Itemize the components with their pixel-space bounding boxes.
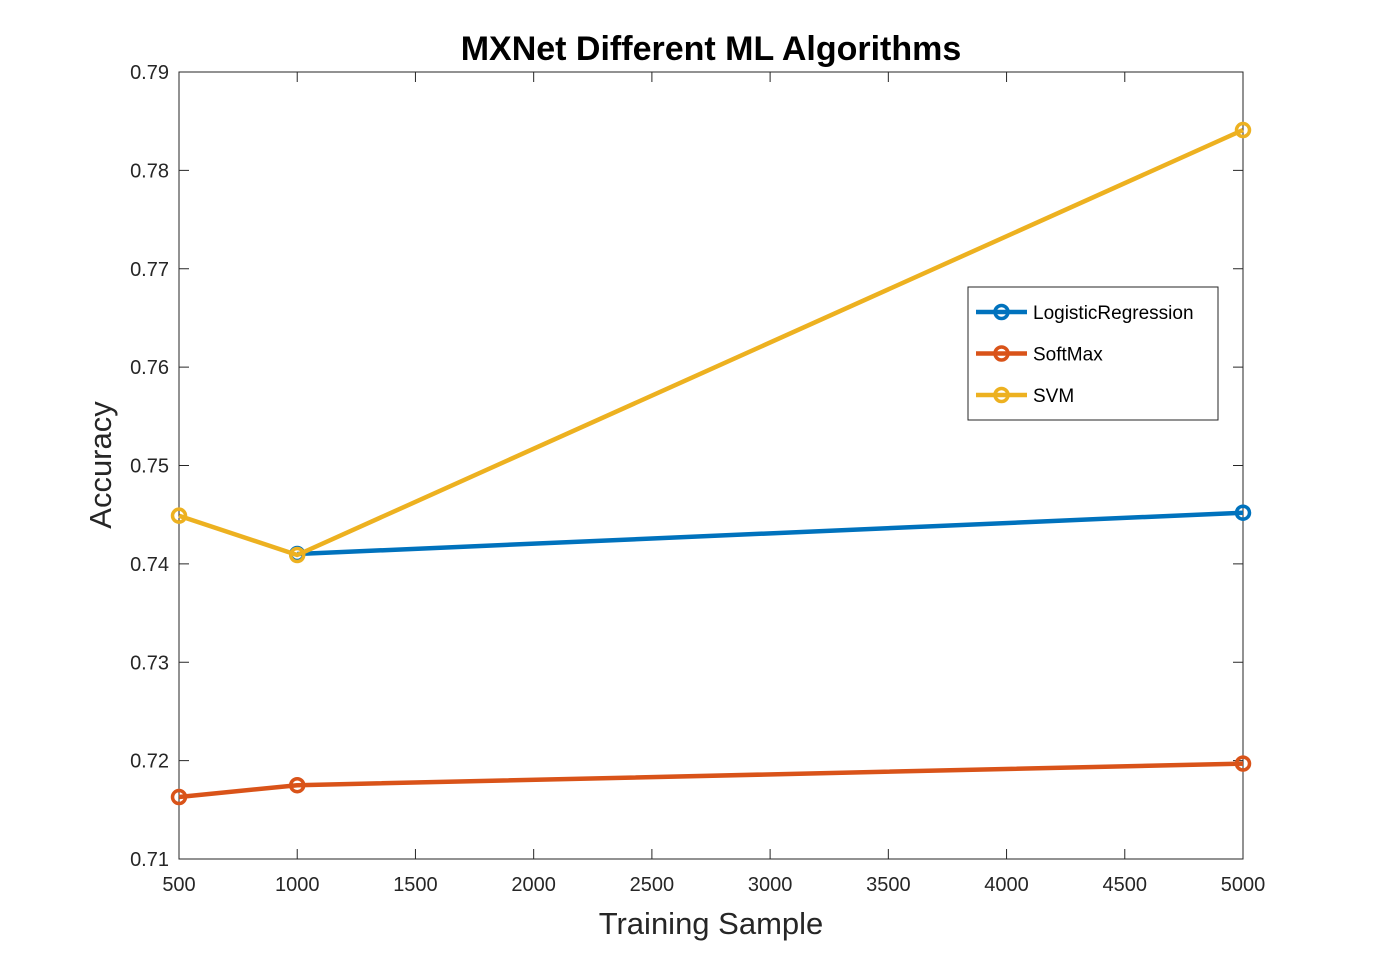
x-tick-label: 1000: [275, 874, 320, 896]
x-tick-label: 4000: [984, 874, 1029, 896]
x-tick-label: 2000: [511, 874, 556, 896]
legend-items: LogisticRegression SoftMax SVM: [976, 303, 1194, 407]
y-tick-label: 0.73: [130, 652, 169, 674]
x-tick-label: 3500: [866, 874, 911, 896]
legend-label: SoftMax: [1033, 345, 1103, 366]
data-point-softmax: [170, 788, 188, 806]
y-tick-label: 0.72: [130, 751, 169, 773]
data-point-softmax: [1234, 755, 1252, 772]
y-tick-label: 0.78: [130, 160, 169, 182]
legend-item-softmax: SoftMax: [976, 345, 1103, 366]
legend-label: LogisticRegression: [1033, 303, 1194, 324]
x-tick-label: 500: [162, 874, 195, 896]
y-axis-label: Accuracy: [83, 401, 118, 529]
data-point-svm: [170, 507, 188, 524]
legend-item-svm: SVM: [976, 386, 1074, 407]
y-tick-label: 0.79: [130, 62, 169, 84]
y-tick-label: 0.74: [130, 554, 169, 576]
axis-ticks: 500 1000 1500 2000 2500 3000 3500 4000 4500 5000 0…: [130, 62, 1265, 896]
y-tick-label: 0.77: [130, 259, 169, 281]
x-tick-label: 3000: [748, 874, 793, 896]
legend-swatch-marker: [993, 345, 1010, 362]
series-line-svm: [178, 127, 1244, 558]
chart-title: MXNet Different ML Algorithms: [461, 30, 962, 68]
series-softmax: [170, 755, 1252, 806]
legend-swatch-marker: [993, 386, 1010, 404]
series-line-softmax: [178, 761, 1244, 800]
data-point-svm: [1234, 121, 1252, 139]
x-tick-label: 5000: [1221, 874, 1266, 896]
plot-area: [178, 71, 1244, 860]
y-tick-label: 0.75: [130, 456, 169, 478]
x-tick-label: 2500: [630, 874, 675, 896]
legend-swatch-marker: [993, 303, 1010, 321]
y-tick-label: 0.71: [130, 849, 169, 871]
series-layer: [170, 121, 1252, 806]
y-tick-label: 0.76: [130, 357, 169, 379]
legend-item-logisticregression: LogisticRegression: [976, 303, 1194, 324]
x-tick-label: 1500: [393, 874, 438, 896]
data-point-softmax: [288, 776, 306, 794]
legend: LogisticRegression SoftMax SVM: [967, 286, 1219, 421]
series-svm: [170, 121, 1252, 564]
legend-label: SVM: [1033, 386, 1074, 407]
x-axis-label: Training Sample: [599, 906, 824, 941]
data-point-svm: [288, 546, 306, 564]
x-tick-label: 4500: [1103, 874, 1148, 896]
series-line-logisticregression: [297, 510, 1244, 557]
data-point-logisticregression: [1234, 504, 1252, 521]
